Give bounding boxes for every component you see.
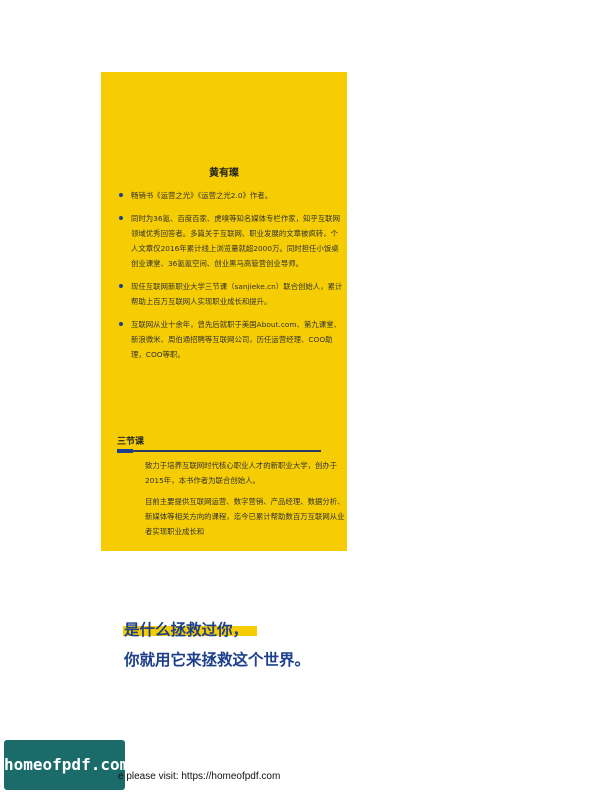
book-flap-panel: 黄有璨 畅销书《运营之光》《运营之光2.0》作者。 同时为36氪、百度百家、虎嗅…	[101, 72, 347, 551]
bullet-dot-icon	[119, 284, 123, 288]
bio-text: 互联网从业十余年，曾先后就职于美国About.com、第九课堂、新浪微米、周伯通…	[131, 320, 341, 359]
bullet-dot-icon	[119, 322, 123, 326]
list-item: 互联网从业十余年，曾先后就职于美国About.com、第九课堂、新浪微米、周伯通…	[117, 317, 343, 362]
list-item: 畅销书《运营之光》《运营之光2.0》作者。	[117, 188, 343, 203]
section-paragraph: 致力于培养互联网时代核心职业人才的新职业大学，创办于2015年，本书作者为联合创…	[145, 461, 338, 485]
author-bio-list: 畅销书《运营之光》《运营之光2.0》作者。 同时为36氪、百度百家、虎嗅等知名媒…	[117, 188, 343, 370]
slogan-highlight	[123, 626, 257, 636]
section-divider-accent	[117, 449, 133, 453]
site-logo-text: homeofpdf.com	[4, 755, 130, 774]
section-divider	[117, 450, 321, 452]
footer-visit-text: e please visit: https://homeofpdf.com	[118, 771, 281, 782]
bio-text: 现任互联网新职业大学三节课（sanjieke.cn）联合创始人，累计帮助上百万互…	[131, 282, 343, 306]
site-logo-badge[interactable]: homeofpdf.com	[4, 740, 130, 790]
author-name: 黄有璨	[209, 168, 239, 179]
bio-text: 畅销书《运营之光》《运营之光2.0》作者。	[131, 191, 273, 200]
section-paragraph: 目前主要提供互联网运营、数字营销、产品经理、数据分析、新媒体等相关方向的课程，迄…	[145, 497, 345, 536]
slogan-line-1-wrapper: 是什么拯救过你，	[118, 618, 257, 644]
section-title: 三节课	[117, 437, 145, 447]
list-item: 同时为36氪、百度百家、虎嗅等知名媒体专栏作家，知乎互联网领域优秀回答者。多篇关…	[117, 211, 343, 271]
slogan-line-2: 你就用它来拯救这个世界。	[124, 651, 311, 669]
bullet-dot-icon	[119, 193, 123, 197]
bullet-dot-icon	[119, 216, 123, 220]
slogan-line-1: 是什么拯救过你，	[124, 621, 249, 639]
list-item: 现任互联网新职业大学三节课（sanjieke.cn）联合创始人，累计帮助上百万互…	[117, 279, 343, 309]
bio-text: 同时为36氪、百度百家、虎嗅等知名媒体专栏作家，知乎互联网领域优秀回答者。多篇关…	[131, 214, 340, 268]
